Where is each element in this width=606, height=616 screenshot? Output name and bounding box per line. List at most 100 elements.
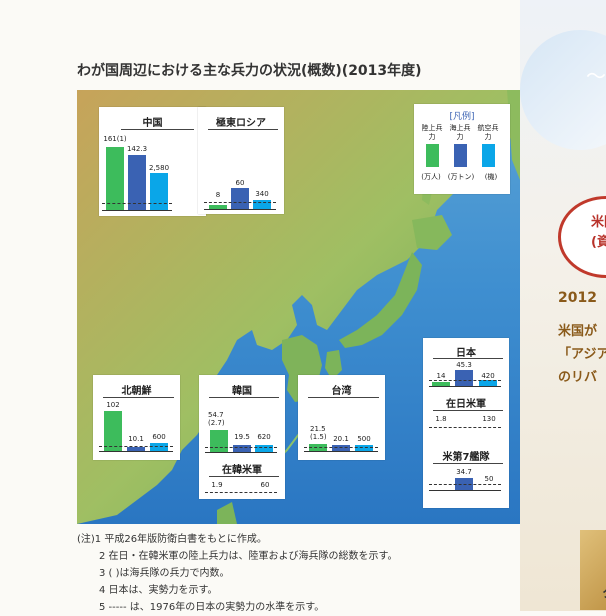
note-1: (注)1 平成26年版防衛白書をもとに作成。 bbox=[77, 534, 267, 545]
kamchatka-landmass bbox=[507, 90, 520, 180]
panel-japan: 日本 14 45.3 420 在日米軍 1.8 130 米第7艦隊 34.7 5… bbox=[423, 338, 509, 508]
usfj-air-label: 130 bbox=[482, 415, 496, 423]
usfk-air-label: 60 bbox=[260, 481, 270, 489]
legend-navy-label: 海上兵力 bbox=[449, 124, 471, 141]
japan-army-label: 14 bbox=[436, 372, 446, 380]
north-korea-navy-bar bbox=[127, 447, 145, 451]
side-badge: 米国 (資 bbox=[558, 196, 606, 278]
north-korea-army-bar bbox=[104, 411, 122, 451]
panel-south-korea-title: 韓国 bbox=[232, 386, 252, 397]
usfj-army-label: 1.8 bbox=[435, 415, 447, 423]
panel-taiwan: 台湾 21.5 (1.5) 20.1 500 bbox=[298, 375, 385, 460]
usfj-1976-line bbox=[429, 427, 501, 428]
china-air-bar bbox=[150, 173, 168, 210]
panel-japan-title-rule bbox=[433, 358, 503, 359]
decor-tilde: 〜 bbox=[586, 64, 606, 88]
russia-army-bar bbox=[209, 205, 227, 209]
panel-usfj-title-rule bbox=[433, 410, 503, 411]
panel-taiwan-title-rule bbox=[308, 397, 379, 398]
north-korea-navy-label: 10.1 bbox=[128, 435, 144, 443]
japan-navy-label: 45.3 bbox=[456, 361, 472, 369]
honshu-landmass bbox=[339, 252, 422, 348]
legend-air-label: 航空兵力 bbox=[477, 124, 499, 141]
legend-navy-unit: (万トン) bbox=[447, 173, 475, 181]
side-decoration: 〜 米国 (資 2012 米国が 「アジア のリバ ク bbox=[520, 0, 606, 611]
legend-army-swatch bbox=[426, 144, 439, 167]
note-4: 4 日本は、実勢力を示す。 bbox=[99, 585, 218, 596]
panel-russia: 極東ロシア 8 60 340 bbox=[198, 107, 284, 214]
side-badge-line2: (資 bbox=[591, 235, 606, 250]
fleet-baseline bbox=[429, 490, 501, 491]
china-baseline bbox=[102, 210, 172, 211]
hokkaido-landmass bbox=[412, 215, 452, 250]
fleet-1976-line bbox=[429, 484, 501, 485]
panel-usfk-title-rule bbox=[209, 476, 279, 477]
japan-army-bar bbox=[432, 382, 450, 386]
taiwan-baseline bbox=[304, 451, 378, 452]
panel-usfk-title: 在韓米軍 bbox=[222, 465, 262, 476]
legend-title: [凡例] bbox=[449, 112, 475, 122]
panel-north-korea-title-rule bbox=[103, 397, 174, 398]
panel-usfj-title: 在日米軍 bbox=[446, 399, 486, 410]
side-line3: のリバ bbox=[558, 370, 598, 385]
side-gold-block: ク bbox=[580, 530, 606, 610]
south-korea-1976-line bbox=[205, 447, 277, 448]
russia-air-bar bbox=[253, 200, 271, 209]
panel-7th-fleet-title-rule bbox=[433, 463, 503, 464]
north-korea-air-label: 600 bbox=[152, 433, 166, 441]
south-korea-baseline bbox=[205, 452, 277, 453]
legend-air-unit: (機) bbox=[484, 173, 498, 181]
usfk-army-label: 1.9 bbox=[211, 481, 223, 489]
side-year: 2012 bbox=[558, 290, 597, 306]
legend-panel: [凡例] 陸上兵力 海上兵力 航空兵力 (万人) (万トン) (機) bbox=[414, 104, 510, 194]
note-5: 5 ----- は、1976年の日本の実勢力の水準を示す。 bbox=[99, 602, 325, 613]
north-korea-air-bar bbox=[150, 443, 168, 451]
legend-army-unit: (万人) bbox=[421, 173, 441, 181]
china-air-label: 2,580 bbox=[148, 164, 170, 172]
panel-taiwan-title: 台湾 bbox=[331, 386, 352, 397]
north-korea-army-label: 102 bbox=[106, 401, 120, 409]
japan-baseline bbox=[429, 386, 501, 387]
russia-1976-line bbox=[204, 202, 276, 203]
map: 中国 161(1) 142.3 2,580 極東ロシア 8 60 340 [凡例… bbox=[77, 90, 520, 524]
side-badge-line1: 米国 bbox=[591, 215, 606, 230]
taiwan-army-label: 21.5 (1.5) bbox=[310, 425, 327, 441]
panel-china: 中国 161(1) 142.3 2,580 bbox=[99, 107, 206, 216]
legend-navy-swatch bbox=[454, 144, 467, 167]
kyushu-landmass bbox=[325, 350, 342, 380]
side-line1: 米国が bbox=[558, 324, 598, 339]
china-army-bar bbox=[106, 147, 124, 210]
taiwan-navy-bar bbox=[332, 445, 350, 451]
side-line2: 「アジア bbox=[558, 347, 606, 362]
japan-navy-bar bbox=[455, 370, 473, 386]
south-korea-air-bar bbox=[255, 445, 273, 452]
south-korea-navy-label: 19.5 bbox=[234, 433, 250, 441]
china-navy-label: 142.3 bbox=[126, 145, 148, 153]
taiwan-1976-line bbox=[304, 447, 378, 448]
side-gold-char: ク bbox=[602, 582, 606, 601]
russia-army-label: 8 bbox=[215, 191, 221, 199]
panel-north-korea: 北朝鮮 102 10.1 600 bbox=[93, 375, 180, 460]
legend-army-label: 陸上兵力 bbox=[421, 124, 443, 141]
south-korea-army-bar bbox=[210, 430, 228, 452]
taiwan-air-bar bbox=[355, 445, 373, 451]
decor-band bbox=[520, 30, 606, 150]
panel-north-korea-title: 北朝鮮 bbox=[121, 386, 152, 397]
fleet-navy-label: 34.7 bbox=[456, 468, 472, 476]
panel-japan-title: 日本 bbox=[456, 348, 476, 359]
japan-1976-line bbox=[429, 380, 501, 381]
legend-air-swatch bbox=[482, 144, 495, 167]
panel-china-title-rule bbox=[121, 129, 194, 130]
panel-7th-fleet-title: 米第7艦隊 bbox=[442, 452, 490, 463]
north-korea-1976-line bbox=[99, 446, 173, 447]
russia-navy-label: 60 bbox=[235, 179, 245, 187]
russia-air-label: 340 bbox=[255, 190, 269, 198]
note-2: 2 在日・在韓米軍の陸上兵力は、陸軍および海兵隊の総数を示す。 bbox=[99, 551, 398, 562]
south-korea-navy-bar bbox=[233, 445, 251, 452]
china-1976-line bbox=[102, 203, 172, 204]
note-3: 3 ( )は海兵隊の兵力で内数。 bbox=[99, 568, 230, 579]
taiwan-navy-label: 20.1 bbox=[333, 435, 349, 443]
panel-russia-title: 極東ロシア bbox=[216, 118, 266, 129]
south-korea-army-label: 54.7 (2.7) bbox=[208, 411, 225, 427]
fleet-air-label: 50 bbox=[484, 475, 494, 483]
